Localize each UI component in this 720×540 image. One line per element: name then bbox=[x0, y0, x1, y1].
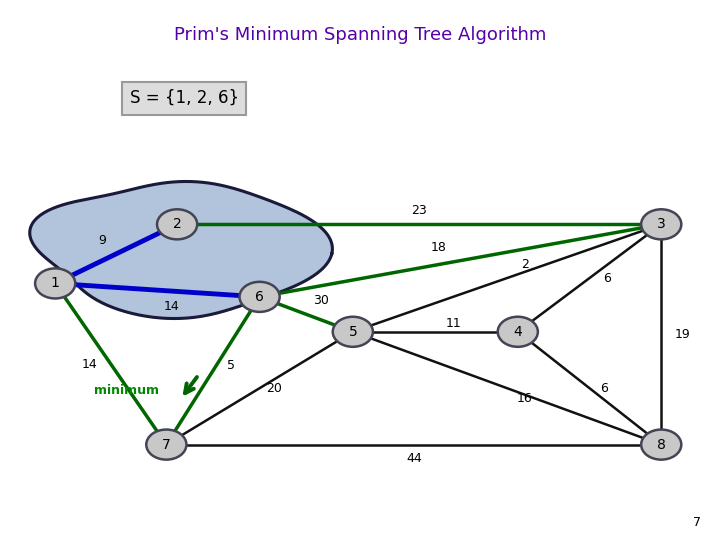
Text: 30: 30 bbox=[312, 294, 328, 307]
Text: 2: 2 bbox=[173, 217, 181, 231]
Circle shape bbox=[35, 268, 76, 299]
Text: 5: 5 bbox=[348, 325, 357, 339]
Circle shape bbox=[641, 210, 681, 239]
Circle shape bbox=[157, 210, 197, 239]
Text: 44: 44 bbox=[406, 451, 422, 464]
Circle shape bbox=[146, 429, 186, 460]
Text: 14: 14 bbox=[164, 300, 179, 313]
Text: 23: 23 bbox=[411, 205, 427, 218]
Text: minimum: minimum bbox=[94, 384, 159, 397]
Text: 16: 16 bbox=[517, 393, 533, 406]
Text: 7: 7 bbox=[693, 516, 701, 529]
Text: 3: 3 bbox=[657, 217, 665, 231]
Text: 14: 14 bbox=[81, 357, 97, 370]
Text: 9: 9 bbox=[98, 234, 106, 247]
Text: 6: 6 bbox=[255, 290, 264, 304]
Circle shape bbox=[333, 317, 373, 347]
Text: 8: 8 bbox=[657, 437, 666, 451]
Text: 20: 20 bbox=[266, 382, 282, 395]
Text: 6: 6 bbox=[603, 272, 611, 285]
Text: S = {1, 2, 6}: S = {1, 2, 6} bbox=[130, 89, 239, 107]
Text: Prim's Minimum Spanning Tree Algorithm: Prim's Minimum Spanning Tree Algorithm bbox=[174, 25, 546, 44]
Circle shape bbox=[498, 317, 538, 347]
Text: 19: 19 bbox=[675, 328, 690, 341]
Text: 4: 4 bbox=[513, 325, 522, 339]
Circle shape bbox=[240, 282, 279, 312]
Text: 6: 6 bbox=[600, 382, 608, 395]
Text: 7: 7 bbox=[162, 437, 171, 451]
Text: 5: 5 bbox=[227, 359, 235, 372]
Text: 18: 18 bbox=[431, 241, 447, 254]
Text: 2: 2 bbox=[521, 258, 529, 271]
Text: 1: 1 bbox=[50, 276, 60, 291]
Circle shape bbox=[641, 429, 681, 460]
Text: 11: 11 bbox=[446, 317, 461, 330]
Polygon shape bbox=[30, 181, 333, 319]
